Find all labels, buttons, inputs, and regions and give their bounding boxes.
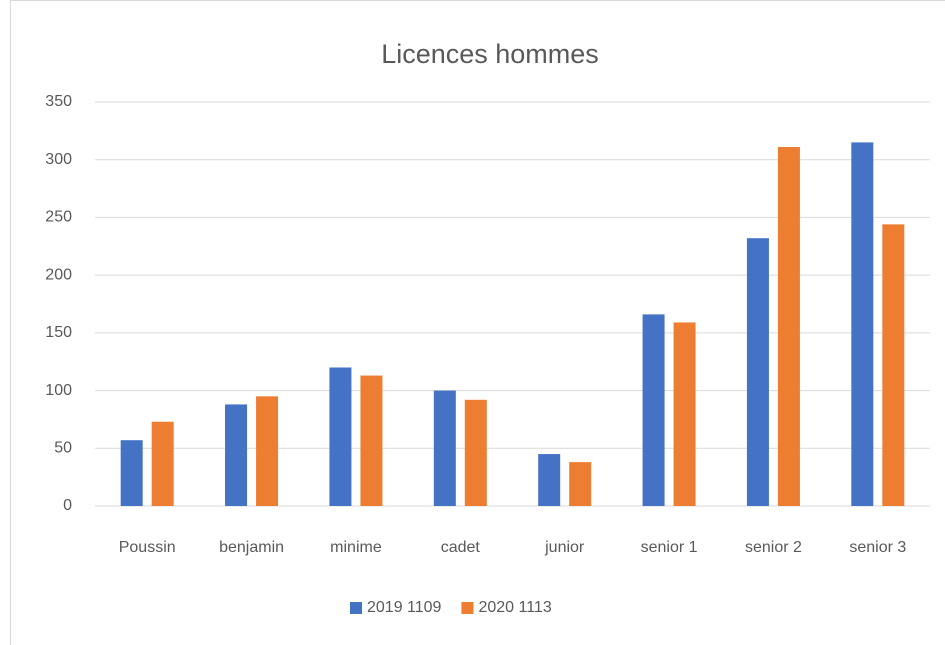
bar <box>256 396 279 506</box>
bar <box>851 142 874 506</box>
y-tick-label: 100 <box>45 382 72 399</box>
y-tick-label: 200 <box>45 266 72 283</box>
x-tick-label: cadet <box>441 539 481 556</box>
bar <box>777 147 800 506</box>
legend-label: 2019 1109 <box>367 599 442 616</box>
x-tick-label: Poussin <box>119 539 176 556</box>
bar <box>433 390 456 506</box>
legend-swatch <box>461 602 474 614</box>
legend-label: 2020 1113 <box>478 599 551 616</box>
bar <box>882 224 905 506</box>
x-tick-label: senior 3 <box>849 539 906 556</box>
x-tick-label: senior 1 <box>641 539 698 556</box>
y-tick-label: 350 <box>45 93 72 110</box>
bar <box>360 375 383 506</box>
x-tick-label: junior <box>544 539 585 556</box>
legend-swatch <box>350 602 362 614</box>
bar <box>120 440 143 506</box>
bar <box>538 454 561 506</box>
bar <box>329 367 352 506</box>
bar <box>569 462 592 506</box>
bar <box>673 322 696 506</box>
y-tick-label: 250 <box>45 209 72 226</box>
chart-title: Licences hommes <box>381 39 599 69</box>
bar <box>225 404 248 506</box>
x-tick-label: benjamin <box>219 539 284 556</box>
x-tick-label: minime <box>330 539 382 556</box>
bar <box>746 238 769 506</box>
y-tick-label: 150 <box>45 324 72 341</box>
x-tick-label: senior 2 <box>745 539 802 556</box>
y-tick-label: 300 <box>45 151 72 168</box>
bar <box>464 399 487 506</box>
y-tick-label: 50 <box>54 440 72 457</box>
bar <box>151 421 174 506</box>
y-tick-label: 0 <box>63 497 72 514</box>
bar <box>642 314 665 506</box>
